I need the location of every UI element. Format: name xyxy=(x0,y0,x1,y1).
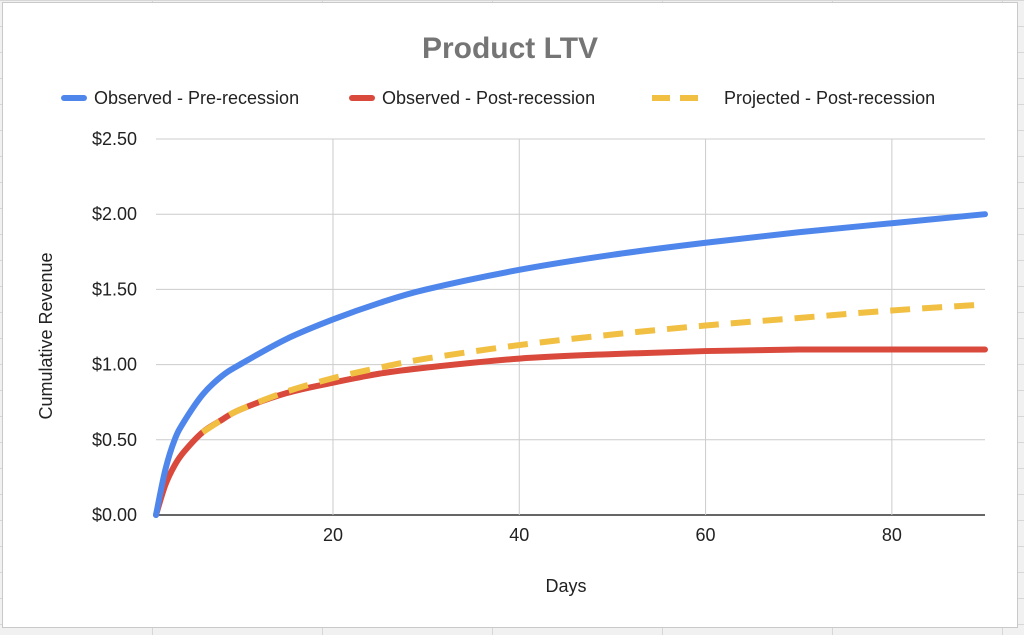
legend: Observed - Pre-recession Observed - Post-… xyxy=(61,88,935,108)
chart-title: Product LTV xyxy=(422,32,598,65)
legend-label: Observed - Pre-recession xyxy=(94,88,299,108)
series-line-observed-post-recession xyxy=(153,346,988,518)
x-tick-label: 20 xyxy=(323,525,343,545)
y-axis-ticks: $0.00 $0.50 $1.00 $1.50 $2.00 $2.50 xyxy=(92,129,137,525)
legend-item: Projected - Post-recession xyxy=(652,88,935,108)
series-line-observed-pre-recession xyxy=(153,211,988,518)
y-tick-label: $0.00 xyxy=(92,505,137,525)
x-tick-label: 80 xyxy=(882,525,902,545)
y-tick-label: $1.50 xyxy=(92,279,137,299)
y-tick-label: $1.00 xyxy=(92,355,137,375)
x-axis-title: Days xyxy=(545,576,586,596)
series-lines xyxy=(153,211,988,518)
x-axis-ticks: 20 40 60 80 xyxy=(323,525,902,545)
chart-card[interactable] xyxy=(2,2,1018,628)
y-tick-label: $0.50 xyxy=(92,430,137,450)
legend-label: Observed - Post-recession xyxy=(382,88,595,108)
legend-item: Observed - Post-recession xyxy=(349,88,595,108)
legend-label: Projected - Post-recession xyxy=(724,88,935,108)
y-axis-title: Cumulative Revenue xyxy=(36,252,56,419)
x-tick-label: 40 xyxy=(509,525,529,545)
y-tick-label: $2.50 xyxy=(92,129,137,149)
series-line-projected-post-recession xyxy=(200,301,986,435)
x-tick-label: 60 xyxy=(696,525,716,545)
legend-item: Observed - Pre-recession xyxy=(61,88,299,108)
y-tick-label: $2.00 xyxy=(92,204,137,224)
gridlines xyxy=(156,138,985,516)
